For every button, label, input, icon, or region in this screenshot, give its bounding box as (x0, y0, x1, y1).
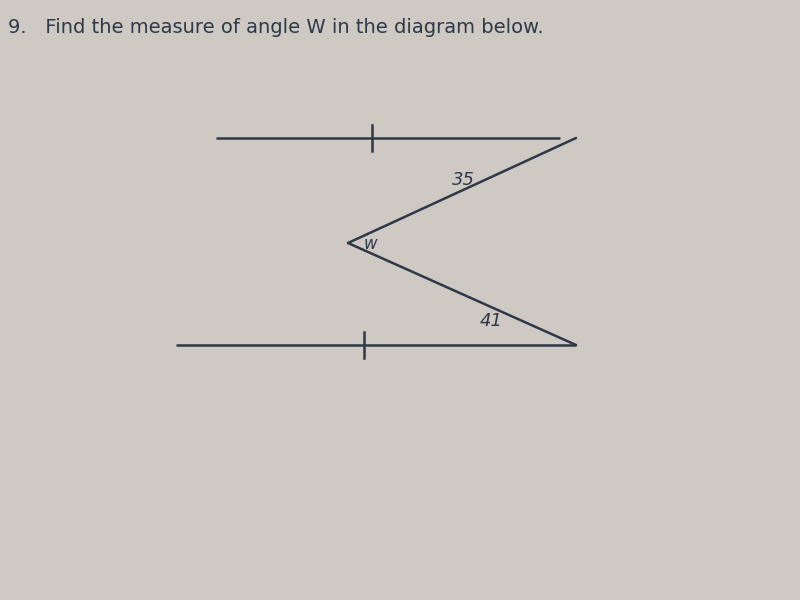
Text: w: w (364, 235, 378, 253)
Text: 35: 35 (452, 171, 475, 189)
Text: 9.   Find the measure of angle W in the diagram below.: 9. Find the measure of angle W in the di… (8, 18, 544, 37)
Text: 41: 41 (480, 312, 503, 330)
